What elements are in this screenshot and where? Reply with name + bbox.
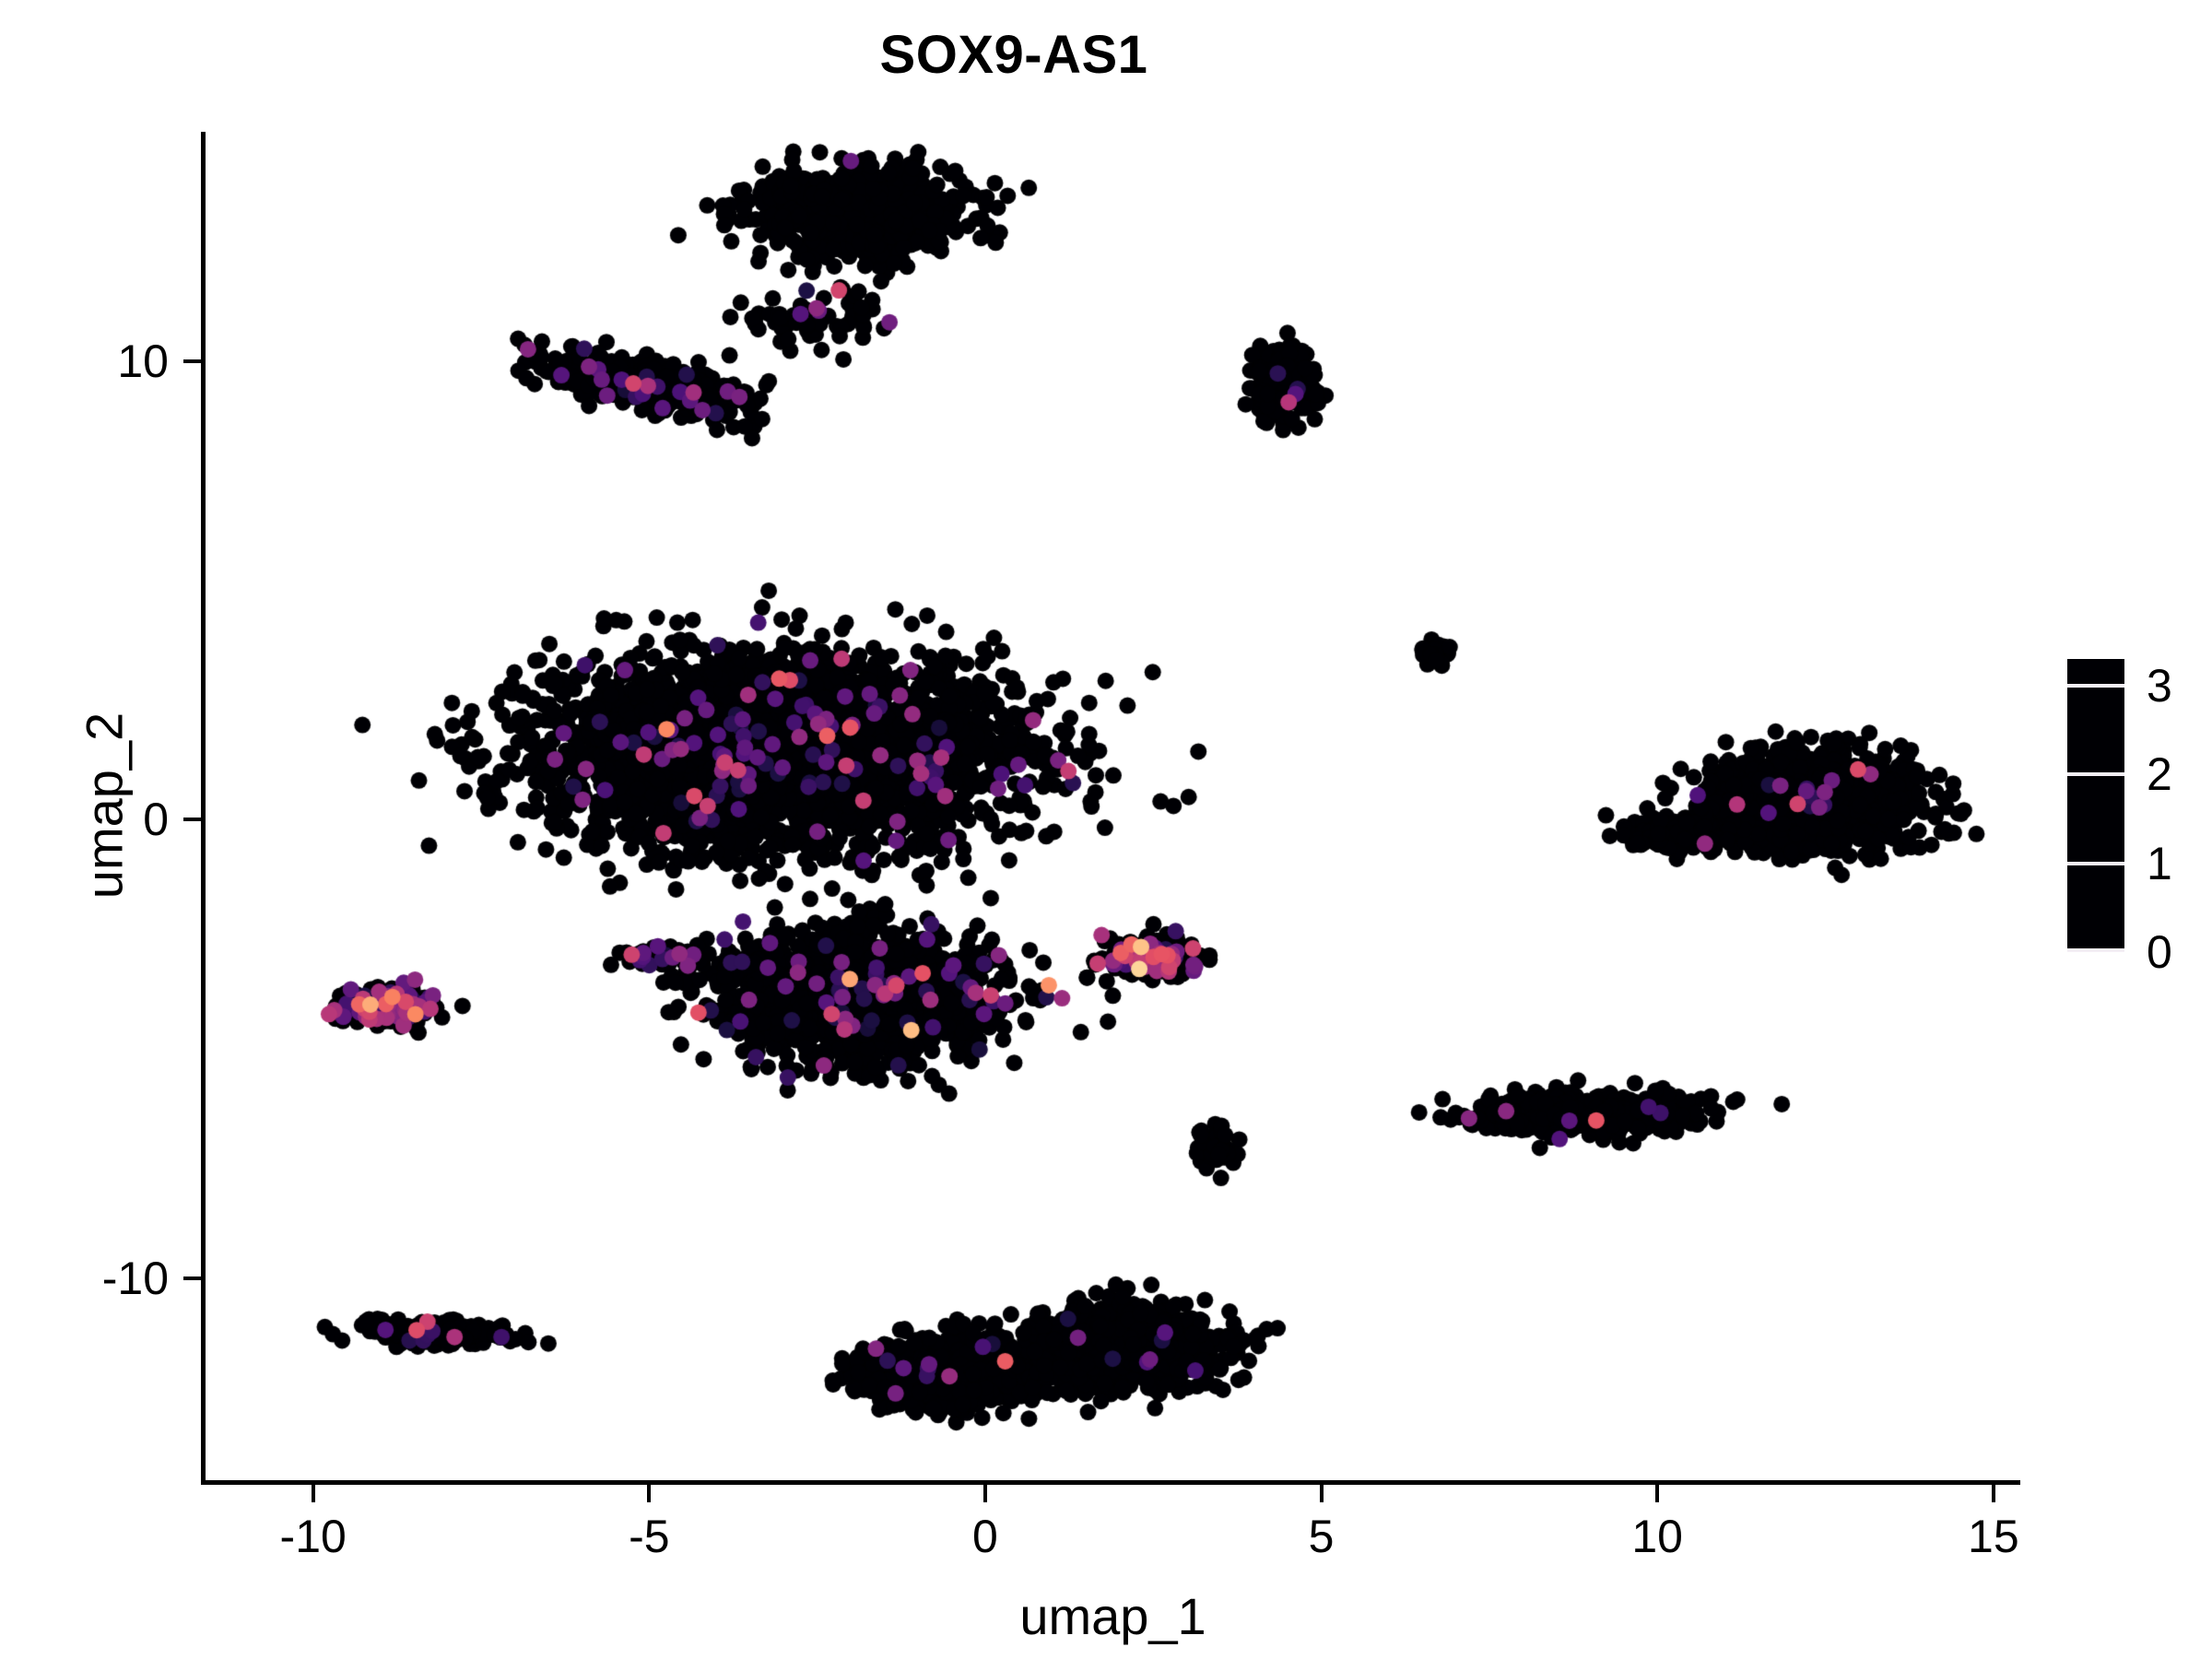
scatter-plot-canvas <box>206 132 2020 1480</box>
y-axis-spine <box>201 132 206 1485</box>
x-tick-mark <box>1991 1485 1995 1502</box>
colorbar-tick-label: 1 <box>2147 837 2172 889</box>
colorbar-tick-label: 2 <box>2147 748 2172 801</box>
x-tick-mark <box>311 1485 315 1502</box>
x-tick-mark <box>647 1485 652 1502</box>
y-tick-label: 10 <box>117 335 169 387</box>
x-axis-label: umap_1 <box>1019 1587 1206 1645</box>
colorbar-gradient <box>2067 659 2124 952</box>
y-tick-label: -10 <box>101 1253 169 1305</box>
x-tick-label: 5 <box>1308 1511 1335 1562</box>
colorbar-tick-label: 3 <box>2147 659 2172 712</box>
x-tick-mark <box>1655 1485 1660 1502</box>
y-tick-mark <box>183 818 201 822</box>
x-tick-mark <box>982 1485 987 1502</box>
colorbar-tick-label: 0 <box>2147 926 2172 978</box>
colorbar: 0 1 2 3 <box>2067 659 2206 978</box>
colorbar-tick-mark <box>2067 948 2124 952</box>
x-tick-label: 0 <box>972 1511 998 1562</box>
colorbar-tick-mark <box>2067 772 2124 777</box>
y-tick-mark <box>183 1277 201 1281</box>
plot-axes: -10 -5 0 5 10 15 -10 0 10 umap_1 umap_2 <box>76 132 2020 1645</box>
x-tick-label: -10 <box>279 1511 347 1562</box>
y-tick-label: 0 <box>143 794 169 846</box>
y-tick-mark <box>183 359 201 363</box>
y-axis-label: umap_2 <box>75 712 134 900</box>
x-axis-spine <box>201 1480 2020 1485</box>
x-tick-label: 15 <box>1968 1511 2019 1562</box>
page-title: SOX9-AS1 <box>879 25 1148 85</box>
colorbar-tick-mark <box>2067 861 2124 865</box>
x-tick-mark <box>1319 1485 1324 1502</box>
x-tick-label: -5 <box>629 1511 670 1562</box>
x-tick-label: 10 <box>1631 1511 1683 1562</box>
colorbar-tick-mark <box>2067 683 2124 688</box>
